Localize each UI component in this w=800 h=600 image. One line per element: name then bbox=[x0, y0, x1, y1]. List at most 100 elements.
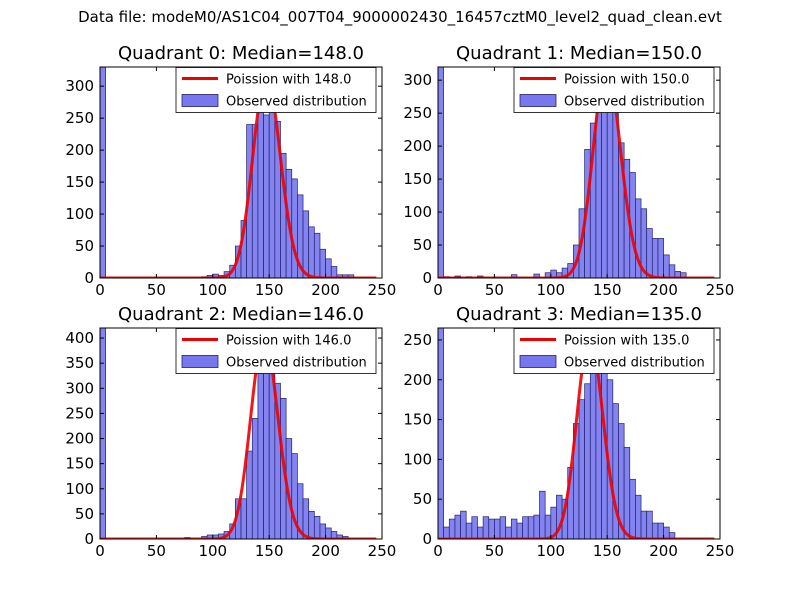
x-tick-label: 200 bbox=[311, 542, 340, 560]
histogram-bar bbox=[330, 266, 338, 278]
y-tick-label: 250 bbox=[65, 404, 94, 422]
y-tick-label: 0 bbox=[422, 269, 432, 287]
y-tick-label: 100 bbox=[403, 450, 432, 468]
y-tick-label: 100 bbox=[65, 480, 94, 498]
histogram-bar bbox=[651, 522, 659, 539]
y-tick-label: 150 bbox=[65, 173, 94, 191]
histogram-bar bbox=[268, 98, 276, 278]
histogram-bar bbox=[544, 514, 552, 539]
x-tick-label: 100 bbox=[198, 281, 227, 299]
axes-frame bbox=[99, 66, 383, 279]
histogram-bar bbox=[505, 526, 512, 539]
histogram-bar bbox=[100, 67, 106, 278]
y-tick-label: 150 bbox=[403, 170, 432, 188]
histogram-bar bbox=[438, 67, 444, 278]
x-tick-label: 0 bbox=[433, 542, 443, 560]
histogram-bar bbox=[606, 86, 614, 278]
y-tick-label: 150 bbox=[403, 411, 432, 429]
histogram-bar bbox=[488, 518, 495, 539]
y-tick-label: 250 bbox=[65, 109, 94, 127]
histogram-bar bbox=[601, 102, 608, 278]
x-tick-label: 250 bbox=[368, 542, 397, 560]
x-tick-label: 100 bbox=[536, 281, 565, 299]
histogram-bar bbox=[635, 494, 642, 539]
y-tick-label: 50 bbox=[75, 237, 94, 255]
histogram-bar bbox=[257, 101, 264, 278]
y-tick-label: 50 bbox=[413, 490, 432, 508]
figure-title: Data file: modeM0/AS1C04_007T04_90000024… bbox=[78, 8, 722, 26]
y-tick-label: 200 bbox=[403, 371, 432, 389]
x-tick-label: 100 bbox=[536, 542, 565, 560]
subplot-quadrant-1: 0 50 100 150 200 250 0 50 100 150 200 250 300 Quadran… bbox=[403, 43, 734, 299]
histogram-bar bbox=[100, 328, 106, 539]
legend-observed-swatch bbox=[181, 94, 219, 107]
histogram-bar bbox=[646, 510, 653, 539]
histogram-bar bbox=[454, 514, 461, 539]
axes-frame bbox=[437, 327, 721, 540]
histogram-bar bbox=[516, 522, 523, 539]
x-tick-label: 50 bbox=[147, 542, 166, 560]
subplot-title: Quadrant 0: Median=148.0 bbox=[118, 43, 364, 64]
histogram-bar bbox=[680, 272, 687, 278]
x-tick-label: 50 bbox=[485, 542, 504, 560]
x-tick-label: 200 bbox=[649, 542, 678, 560]
histogram-bar bbox=[657, 522, 664, 539]
histogram-bar bbox=[443, 526, 450, 539]
x-tick-label: 100 bbox=[198, 542, 227, 560]
y-tick-label: 0 bbox=[84, 269, 94, 287]
histogram-bar bbox=[578, 399, 585, 539]
y-tick-label: 400 bbox=[65, 329, 94, 347]
y-tick-label: 200 bbox=[65, 141, 94, 159]
histogram-bar bbox=[668, 532, 676, 539]
histogram-bar bbox=[510, 274, 518, 278]
y-tick-label: 300 bbox=[65, 77, 94, 95]
subplot-quadrant-3: 0 50 100 150 200 250 0 50 100 150 200 250 Quadrant 3… bbox=[403, 304, 734, 560]
histogram-bar bbox=[319, 248, 326, 278]
histogram-bar bbox=[663, 254, 670, 278]
y-tick-label: 100 bbox=[403, 203, 432, 221]
histogram-bar bbox=[527, 516, 535, 539]
histogram-bar bbox=[657, 238, 664, 278]
x-tick-label: 150 bbox=[593, 281, 622, 299]
x-tick-label: 150 bbox=[593, 542, 622, 560]
histogram-bar bbox=[308, 226, 315, 278]
histogram-bar bbox=[640, 510, 648, 539]
histogram-bar bbox=[325, 258, 332, 278]
x-tick-label: 200 bbox=[311, 281, 340, 299]
legend-observed-label: Observed distribution bbox=[564, 95, 705, 110]
x-tick-label: 0 bbox=[95, 542, 105, 560]
y-tick-label: 200 bbox=[403, 137, 432, 155]
legend-observed-label: Observed distribution bbox=[226, 356, 367, 371]
y-tick-label: 250 bbox=[403, 104, 432, 122]
histogram-bar bbox=[313, 232, 321, 278]
histogram-bar bbox=[668, 264, 676, 278]
histogram-bar bbox=[257, 362, 264, 539]
subplot-quadrant-0: 0 50 100 150 200 250 0 50 100 150 200 250 300 Quadran… bbox=[65, 43, 396, 299]
histogram-bar bbox=[448, 518, 456, 539]
histogram-bar bbox=[499, 516, 507, 539]
x-tick-label: 250 bbox=[706, 281, 735, 299]
x-tick-label: 200 bbox=[649, 281, 678, 299]
poisson-curve bbox=[438, 336, 715, 539]
x-tick-label: 250 bbox=[706, 542, 735, 560]
histogram-bar bbox=[263, 114, 270, 278]
legend-poisson-label: Poission with 146.0 bbox=[226, 334, 351, 349]
histogram-bar bbox=[251, 418, 259, 539]
axes-frame bbox=[437, 66, 721, 279]
legend-poisson-label: Poission with 135.0 bbox=[564, 334, 689, 349]
y-tick-label: 200 bbox=[65, 430, 94, 448]
histogram-bar bbox=[291, 178, 298, 278]
x-tick-label: 150 bbox=[255, 281, 284, 299]
y-tick-label: 50 bbox=[75, 505, 94, 523]
histogram-bar bbox=[623, 447, 631, 539]
x-tick-label: 250 bbox=[368, 281, 397, 299]
legend: Poission with 148.0 Observed distribution bbox=[175, 67, 377, 113]
legend-poisson-label: Poission with 148.0 bbox=[226, 73, 351, 88]
legend-observed-label: Observed distribution bbox=[564, 356, 705, 371]
histogram-bar bbox=[325, 527, 332, 539]
legend-observed-swatch bbox=[519, 94, 557, 107]
legend: Poission with 150.0 Observed distribution bbox=[513, 67, 715, 113]
x-tick-label: 150 bbox=[255, 542, 284, 560]
histogram-bar bbox=[646, 228, 653, 278]
